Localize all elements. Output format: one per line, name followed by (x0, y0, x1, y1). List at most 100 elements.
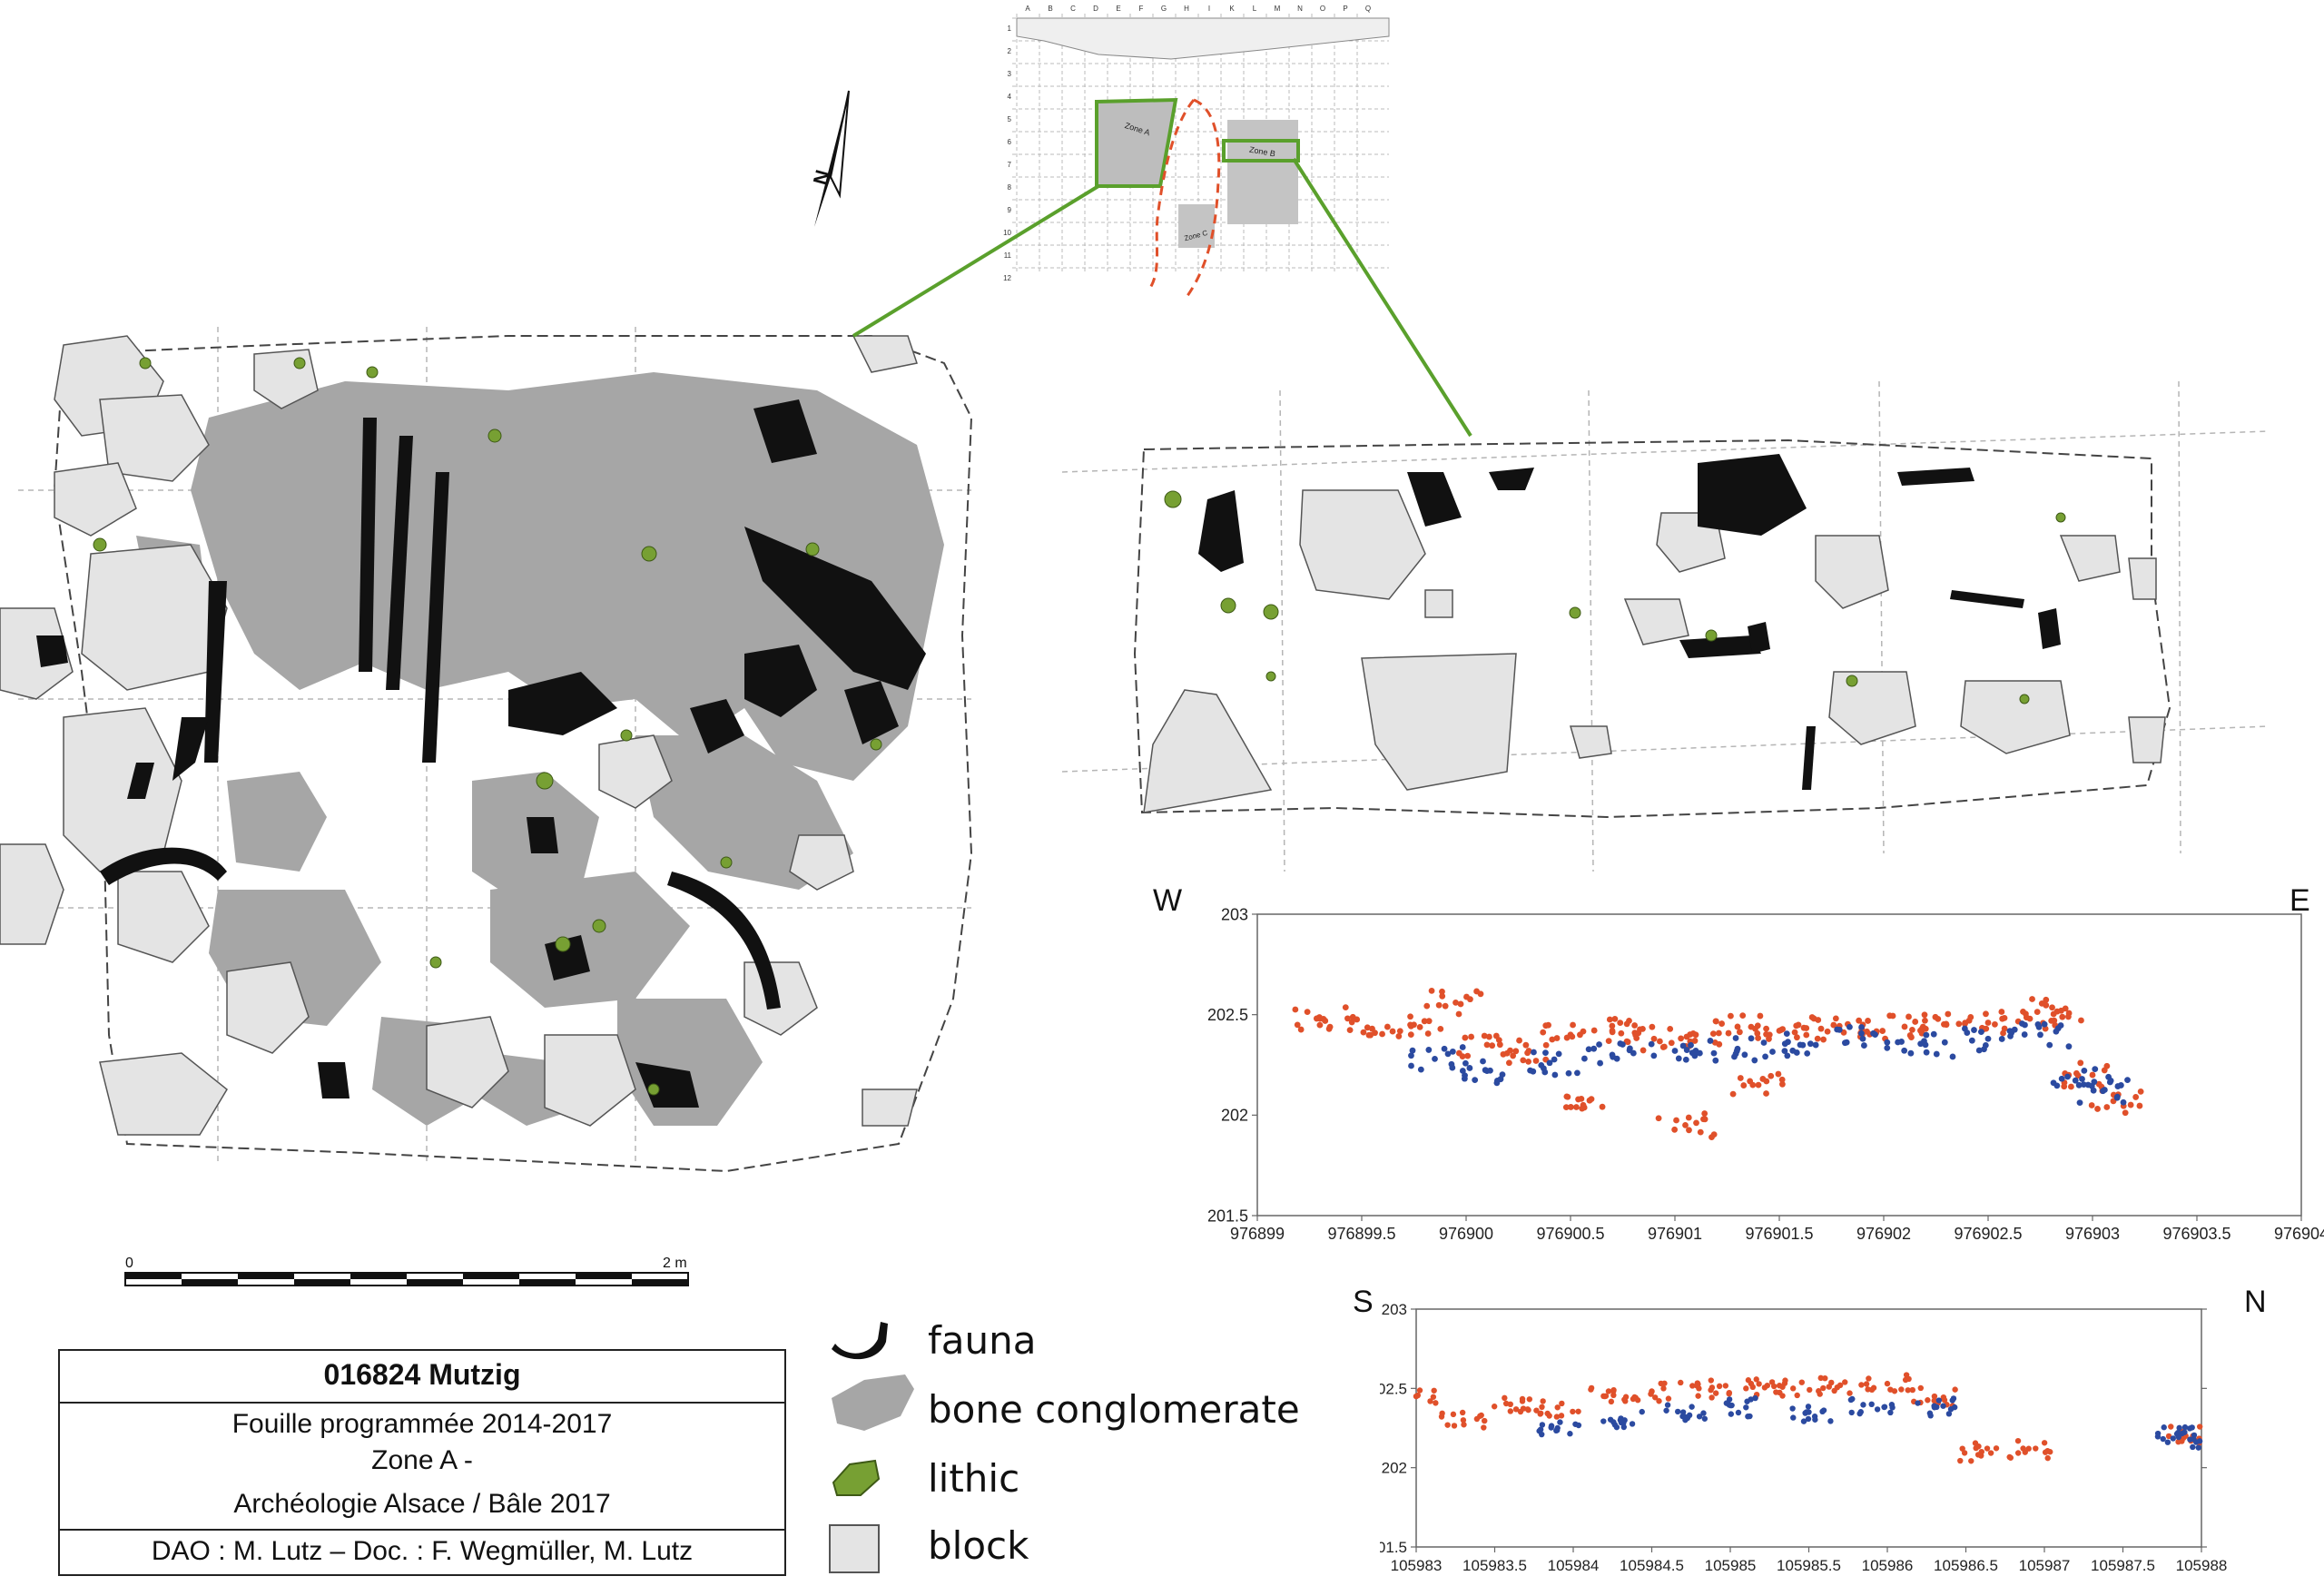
data-point (1846, 1023, 1853, 1030)
x-tick-label: 976901 (1648, 1225, 1702, 1243)
data-point (1713, 1018, 1719, 1025)
data-point (1921, 1011, 1928, 1019)
data-point (2103, 1104, 2111, 1110)
credits-label: DAO : M. Lutz – Doc. : F. Wegmüller, M. … (151, 1536, 694, 1566)
x-tick-label: 976903.5 (2162, 1225, 2230, 1243)
data-point (2132, 1094, 2140, 1100)
data-point (1998, 1009, 2005, 1015)
data-point (1457, 1000, 1464, 1008)
data-point (1697, 1128, 1704, 1136)
data-point (1610, 1419, 1617, 1425)
data-point (1748, 1396, 1754, 1403)
data-point (1754, 1029, 1761, 1037)
data-point (1499, 1071, 1506, 1078)
zone-label: Zone A - (371, 1445, 473, 1475)
data-point (2034, 1009, 2041, 1016)
data-point (1848, 1409, 1855, 1416)
data-point (1316, 1021, 1324, 1029)
data-point (2022, 1021, 2028, 1029)
data-point (2164, 1439, 2171, 1445)
data-point (1736, 1029, 1743, 1036)
data-point (1326, 1023, 1334, 1030)
data-point (1755, 1081, 1762, 1089)
data-point (1763, 1025, 1769, 1032)
data-point (1539, 1431, 1545, 1438)
data-point (2117, 1082, 2124, 1089)
data-point (1417, 1066, 1424, 1073)
data-point (1940, 1403, 1946, 1409)
data-point (1618, 1419, 1625, 1426)
data-point (1978, 1029, 1984, 1036)
zone-b-outline-dashed (1133, 438, 2171, 819)
data-point (2160, 1435, 2166, 1443)
data-point (1526, 1396, 1533, 1403)
data-point (1574, 1069, 1581, 1077)
data-point (1795, 1021, 1802, 1029)
data-point (1655, 1115, 1662, 1122)
data-point (1830, 1021, 1837, 1029)
data-point (1674, 1408, 1681, 1415)
data-point (1408, 1062, 1414, 1069)
data-point (1542, 1049, 1549, 1057)
data-point (1320, 1016, 1327, 1022)
data-point (1433, 1400, 1439, 1406)
data-point (1520, 1405, 1527, 1412)
data-point (1297, 1026, 1305, 1033)
y-tick-label: 202.5 (1380, 1380, 1407, 1397)
data-point (1640, 1025, 1646, 1032)
data-point (2065, 1043, 2073, 1050)
data-point (1461, 1422, 1467, 1428)
data-point (1665, 1395, 1672, 1402)
data-point (1807, 1040, 1814, 1048)
data-point (1477, 1413, 1483, 1419)
data-point (2165, 1433, 2172, 1440)
data-point (1482, 1067, 1489, 1074)
data-point (2101, 1067, 2108, 1074)
data-point (1384, 1023, 1391, 1030)
data-point (2077, 1059, 2084, 1067)
data-point (1396, 1028, 1403, 1035)
data-point (1512, 1406, 1520, 1413)
plan-column-label: O (1320, 5, 1325, 13)
data-point (1701, 1110, 1709, 1117)
data-point (1700, 1410, 1707, 1416)
data-point (1554, 1404, 1561, 1411)
data-point (1728, 1402, 1735, 1409)
plan-row-label: 9 (1008, 206, 1012, 214)
data-point (1710, 1131, 1718, 1138)
orientation-label-w: W (1153, 883, 1183, 918)
data-point (2020, 1445, 2026, 1452)
data-point (2043, 996, 2050, 1003)
data-point (2175, 1433, 2182, 1441)
x-tick-label: 976904 (2274, 1225, 2324, 1243)
plan-row-label: 2 (1008, 47, 1012, 55)
data-point (2065, 1010, 2073, 1017)
data-point (1553, 1427, 1560, 1434)
data-point (2014, 1450, 2022, 1456)
data-point (1760, 1039, 1768, 1046)
data-point (1542, 1041, 1550, 1049)
data-point (1586, 1097, 1593, 1104)
data-point (1909, 1026, 1915, 1033)
data-point (1949, 1053, 1956, 1060)
data-point (1483, 1041, 1491, 1049)
data-point (1570, 1021, 1576, 1029)
block-stones (0, 335, 918, 1136)
data-point (1709, 1030, 1717, 1038)
data-point (1668, 1039, 1675, 1047)
data-point (1701, 1415, 1709, 1422)
data-point (1631, 1022, 1639, 1029)
fauna-remains (36, 399, 926, 1108)
data-point (2020, 1008, 2026, 1015)
data-point (1539, 1404, 1545, 1411)
data-point (1812, 1041, 1819, 1049)
data-point (1610, 1388, 1617, 1394)
data-point (1975, 1047, 1983, 1054)
data-point (2050, 1079, 2057, 1087)
data-point (2192, 1439, 2200, 1445)
data-point (1860, 1402, 1866, 1408)
data-point (1492, 1032, 1500, 1039)
data-point (2000, 1029, 2006, 1037)
